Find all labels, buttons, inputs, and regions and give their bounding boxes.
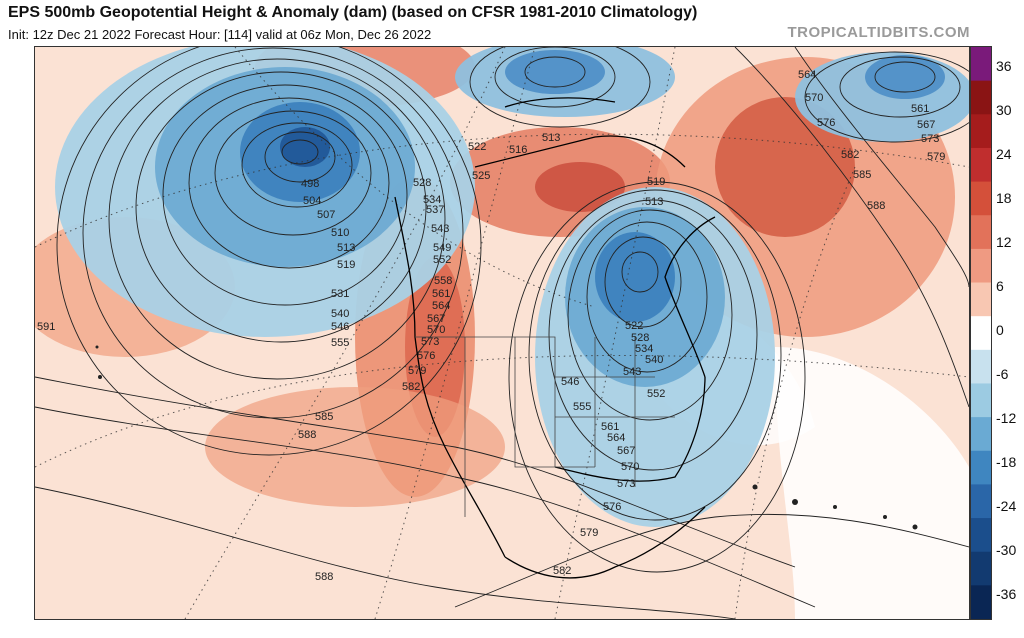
contour-label: 558 bbox=[434, 275, 452, 287]
colorbar-tick-label: 24 bbox=[996, 146, 1012, 162]
contour-label: 510 bbox=[331, 227, 349, 239]
colorbar-tick-label: 30 bbox=[996, 102, 1012, 118]
contour-label: 522 bbox=[468, 141, 486, 153]
contour-label: 573 bbox=[421, 336, 439, 348]
colorbar-tick-label: -24 bbox=[996, 498, 1017, 514]
contour-label: 549 bbox=[433, 242, 451, 254]
colorbar-tick-label: 12 bbox=[996, 234, 1012, 250]
contour-label: 552 bbox=[433, 254, 451, 266]
colorbar-tick-label: 18 bbox=[996, 190, 1012, 206]
colorbar-tick-label: -12 bbox=[996, 410, 1017, 426]
colorbar-segment bbox=[971, 215, 991, 250]
contour-label: 528 bbox=[413, 177, 431, 189]
contour-label: 588 bbox=[867, 200, 885, 212]
contour-label: 504 bbox=[303, 195, 321, 207]
colorbar-segment bbox=[971, 551, 991, 586]
colorbar-tick-label: -6 bbox=[996, 366, 1009, 382]
contour-label: 498 bbox=[301, 178, 319, 190]
contour-label: 582 bbox=[402, 381, 420, 393]
colorbar-tick-label: 0 bbox=[996, 322, 1004, 338]
colorbar-segment bbox=[971, 349, 991, 384]
contour-label: 513 bbox=[337, 242, 355, 254]
map-svg: 591 504 498 507 510 513 519 531 540 546 … bbox=[35, 47, 969, 619]
colorbar-segment bbox=[971, 518, 991, 553]
colorbar-tick-label: 6 bbox=[996, 278, 1004, 294]
contour-label: 579 bbox=[927, 151, 945, 163]
contour-label: 567 bbox=[917, 119, 935, 131]
contour-label: 573 bbox=[921, 133, 939, 145]
contour-label: 567 bbox=[427, 313, 445, 325]
colorbar-segment bbox=[971, 248, 991, 284]
colorbar-segment bbox=[971, 585, 991, 619]
contour-label: 582 bbox=[553, 565, 571, 577]
contour-label: 519 bbox=[647, 176, 665, 188]
anomaly-map: 591 504 498 507 510 513 519 531 540 546 … bbox=[34, 46, 970, 620]
colorbar-svg bbox=[971, 47, 991, 619]
colorbar-segment bbox=[971, 383, 991, 418]
contour-label: 537 bbox=[426, 204, 444, 216]
colorbar-segment bbox=[971, 147, 991, 183]
contour-label: 576 bbox=[817, 117, 835, 129]
contour-label: 585 bbox=[315, 411, 333, 423]
contour-label: 573 bbox=[617, 478, 635, 490]
contour-label: 561 bbox=[911, 103, 929, 115]
colorbar-segment bbox=[971, 450, 991, 485]
contour-label: 552 bbox=[647, 388, 665, 400]
contour-labels: 591 504 498 507 510 513 519 531 540 546 … bbox=[37, 69, 945, 583]
contour-label: 564 bbox=[607, 432, 625, 444]
contour-label: 570 bbox=[805, 92, 823, 104]
contour-label: 564 bbox=[432, 300, 450, 312]
contour-label: 522 bbox=[625, 320, 643, 332]
contour-label: 555 bbox=[573, 401, 591, 413]
contour-label: 543 bbox=[431, 223, 449, 235]
colorbar-segment bbox=[971, 80, 991, 115]
contour-label: 513 bbox=[542, 132, 560, 144]
contour-label: 570 bbox=[621, 461, 639, 473]
contour-label: 561 bbox=[432, 288, 450, 300]
colorbar-segment bbox=[971, 417, 991, 452]
colorbar-segment bbox=[971, 181, 991, 216]
contour-label: 513 bbox=[645, 196, 663, 208]
contour-label: 588 bbox=[315, 571, 333, 583]
contour-label: 546 bbox=[331, 321, 349, 333]
contour-label: 525 bbox=[472, 170, 490, 182]
contour-label: 567 bbox=[617, 445, 635, 457]
colorbar-tick-label: 36 bbox=[996, 58, 1012, 74]
anomaly-colorbar bbox=[970, 46, 992, 620]
contour-label: 570 bbox=[427, 324, 445, 336]
contour-label: 555 bbox=[331, 337, 349, 349]
colorbar-segment bbox=[971, 47, 991, 82]
contour-label: 528 bbox=[631, 332, 649, 344]
colorbar-tick-label: -36 bbox=[996, 586, 1017, 602]
contour-label: 534 bbox=[423, 194, 441, 206]
contour-label: 531 bbox=[331, 288, 349, 300]
contour-label: 507 bbox=[317, 209, 335, 221]
chart-title: EPS 500mb Geopotential Height & Anomaly … bbox=[8, 4, 698, 21]
colorbar-tick-label: -18 bbox=[996, 454, 1017, 470]
colorbar-segment bbox=[971, 484, 991, 519]
contour-label: 579 bbox=[408, 365, 426, 377]
contour-label: 576 bbox=[603, 501, 621, 513]
chart-subtitle: Init: 12z Dec 21 2022 Forecast Hour: [11… bbox=[8, 27, 432, 42]
contour-label: 546 bbox=[561, 376, 579, 388]
contour-label: 543 bbox=[623, 366, 641, 378]
contour-label: 576 bbox=[417, 350, 435, 362]
contour-label: 591 bbox=[37, 321, 55, 333]
site-brand: TROPICALTIDBITS.COM bbox=[787, 24, 970, 41]
contour-label: 540 bbox=[645, 354, 663, 366]
contour-label: 588 bbox=[298, 429, 316, 441]
contour-label: 582 bbox=[841, 149, 859, 161]
contour-label: 585 bbox=[853, 169, 871, 181]
contour-label: 540 bbox=[331, 308, 349, 320]
colorbar-tick-label: -30 bbox=[996, 542, 1017, 558]
colorbar-segment bbox=[971, 114, 991, 149]
contour-label: 561 bbox=[601, 421, 619, 433]
contour-label: 534 bbox=[635, 343, 653, 355]
contour-label: 564 bbox=[798, 69, 816, 81]
contour-label: 579 bbox=[580, 527, 598, 539]
colorbar-segment bbox=[971, 282, 991, 317]
colorbar-segment bbox=[971, 316, 991, 351]
contour-label: 519 bbox=[337, 259, 355, 271]
contour-label: 516 bbox=[509, 144, 527, 156]
